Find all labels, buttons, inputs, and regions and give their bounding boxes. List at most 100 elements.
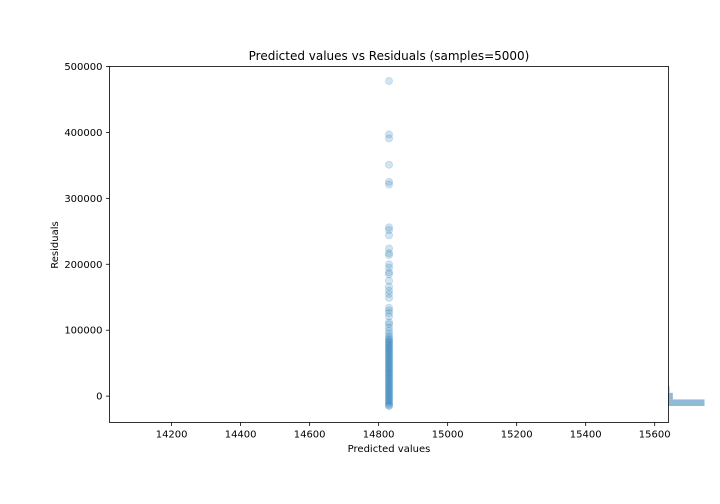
scatter-point: [384, 367, 393, 376]
scatter-point: [384, 388, 393, 397]
scatter-point: [384, 363, 393, 372]
plot-area-frame: [109, 66, 669, 423]
scatter-point: [384, 309, 393, 318]
scatter-point: [384, 382, 393, 391]
scatter-point: [384, 177, 393, 186]
scatter-point: [384, 260, 393, 269]
histogram-bar: [668, 386, 670, 393]
scatter-point: [384, 329, 393, 338]
scatter-point: [384, 352, 393, 361]
scatter-point: [384, 396, 393, 405]
y-tick-label: 400000: [64, 128, 102, 139]
scatter-point: [384, 361, 393, 370]
scatter-point: [384, 400, 393, 409]
scatter-point: [384, 402, 393, 411]
y-tick-label: 500000: [64, 62, 102, 73]
scatter-point: [384, 130, 393, 139]
scatter-point: [384, 381, 393, 390]
scatter-point: [384, 249, 393, 258]
scatter-point: [384, 365, 393, 374]
scatter-point: [384, 398, 393, 407]
scatter-point: [384, 339, 393, 348]
scatter-point: [384, 384, 393, 393]
x-tick-label: 14800: [363, 430, 395, 441]
scatter-point: [384, 77, 393, 86]
x-tick-label: 14200: [156, 430, 188, 441]
scatter-point: [384, 160, 393, 169]
scatter-point: [384, 374, 393, 383]
y-tick-label: 200000: [64, 260, 102, 271]
scatter-point: [384, 369, 393, 378]
x-tick-label: 14600: [294, 430, 326, 441]
scatter-point: [384, 343, 393, 352]
scatter-point: [384, 270, 393, 279]
scatter-point: [384, 332, 393, 341]
scatter-point: [384, 342, 393, 351]
y-tick-label: 0: [96, 392, 102, 403]
scatter-point: [384, 390, 393, 399]
scatter-point: [384, 344, 393, 353]
scatter-point: [384, 293, 393, 302]
scatter-point: [384, 380, 393, 389]
scatter-point: [384, 397, 393, 406]
x-axis-ticks: 14200 14400 14600 14800 15000 15200 15400 15600: [156, 422, 671, 441]
scatter-point: [384, 373, 393, 382]
scatter-point: [384, 251, 393, 260]
scatter-point: [384, 282, 393, 291]
scatter-point: [384, 351, 393, 360]
x-tick-label: 15200: [501, 430, 533, 441]
scatter-point: [384, 355, 393, 364]
scatter-point: [384, 401, 393, 410]
scatter-point: [384, 276, 393, 285]
scatter-point: [384, 378, 393, 387]
scatter-point: [384, 360, 393, 369]
y-tick-label: 300000: [64, 194, 102, 205]
scatter-point: [384, 289, 393, 298]
scatter-point: [384, 376, 393, 385]
scatter-point: [384, 334, 393, 343]
scatter-point: [384, 223, 393, 232]
scatter-point: [384, 286, 393, 295]
y-tick-label: 100000: [64, 326, 102, 337]
x-tick-label: 15000: [432, 430, 464, 441]
scatter-point: [384, 393, 393, 402]
scatter-point: [384, 356, 393, 365]
scatter-point: [384, 372, 393, 381]
scatter-point: [384, 385, 393, 394]
scatter-point: [384, 340, 393, 349]
scatter-point: [384, 377, 393, 386]
scatter-point: [384, 134, 393, 143]
scatter-point: [384, 180, 393, 189]
scatter-points: [384, 77, 393, 411]
scatter-point: [384, 338, 393, 347]
x-tick-label: 14400: [225, 430, 257, 441]
histogram-bar: [668, 399, 705, 407]
scatter-point: [384, 303, 393, 312]
scatter-point: [384, 368, 393, 377]
scatter-point: [384, 323, 393, 332]
scatter-point: [384, 359, 393, 368]
scatter-point: [384, 320, 393, 329]
scatter-point: [384, 312, 393, 321]
scatter-point: [384, 225, 393, 234]
scatter-point: [384, 336, 393, 345]
scatter-point: [384, 386, 393, 395]
x-axis-title: Predicted values: [348, 444, 431, 455]
scatter-point: [384, 268, 393, 277]
scatter-point: [384, 353, 393, 362]
scatter-point: [384, 263, 393, 272]
scatter-point: [384, 231, 393, 240]
scatter-point: [384, 348, 393, 357]
y-axis-ticks: 0 100000 200000 300000 400000 500000: [64, 62, 110, 403]
scatter-point: [384, 347, 393, 356]
scatter-point: [384, 244, 393, 253]
scatter-point: [384, 364, 393, 373]
scatter-point: [384, 357, 393, 366]
x-tick-label: 15600: [639, 430, 671, 441]
scatter-point: [384, 306, 393, 315]
scatter-point: [384, 371, 393, 380]
scatter-point: [384, 394, 393, 403]
scatter-point: [384, 345, 393, 354]
scatter-point: [384, 326, 393, 335]
